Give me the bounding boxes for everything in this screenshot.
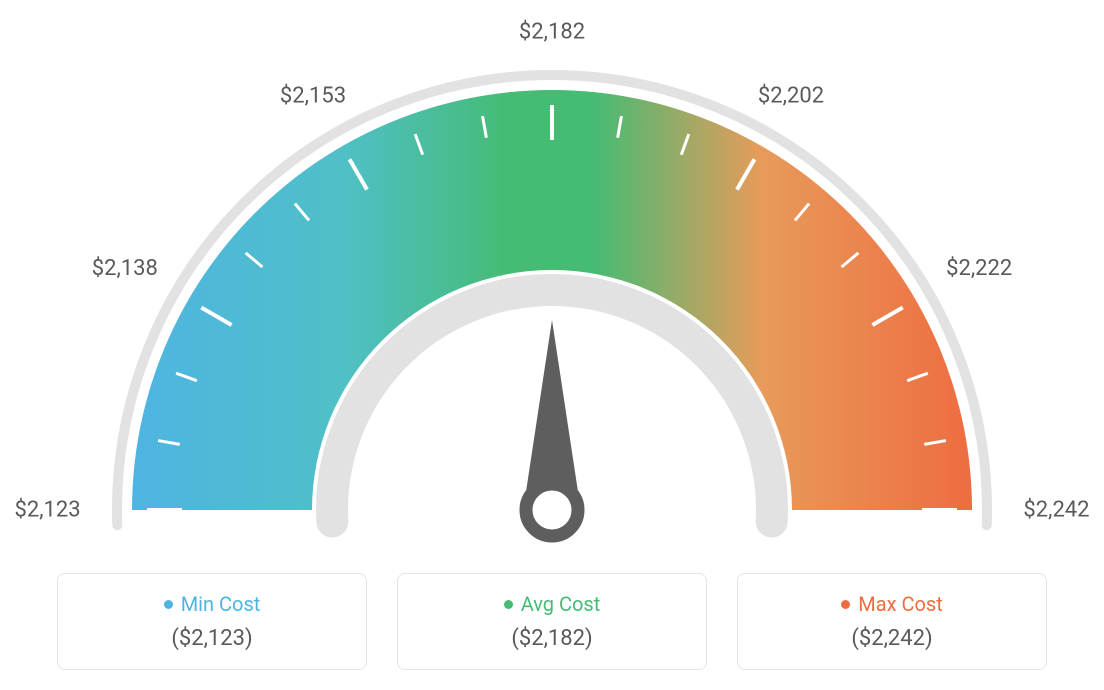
legend-title-avg: Avg Cost [504,592,601,616]
gauge-chart: $2,123$2,138$2,153$2,182$2,202$2,222$2,2… [52,20,1052,560]
dot-icon-avg [504,600,513,609]
gauge-tick-label: $2,202 [758,84,824,109]
legend-row: Min Cost ($2,123) Avg Cost ($2,182) Max … [52,573,1052,670]
legend-label-avg: Avg Cost [521,592,601,616]
gauge-svg [52,20,1052,560]
dot-icon-min [164,600,173,609]
gauge-tick-label: $2,222 [946,256,1012,281]
legend-card-min: Min Cost ($2,123) [57,573,367,670]
legend-value-max: ($2,242) [762,626,1022,651]
legend-card-max: Max Cost ($2,242) [737,573,1047,670]
legend-card-avg: Avg Cost ($2,182) [397,573,707,670]
legend-title-min: Min Cost [164,592,261,616]
legend-title-max: Max Cost [841,592,943,616]
gauge-tick-label: $2,153 [280,84,346,109]
legend-label-max: Max Cost [858,592,943,616]
gauge-tick-label: $2,242 [1023,498,1089,523]
gauge-tick-label: $2,138 [92,256,158,281]
gauge-tick-label: $2,182 [519,20,585,45]
dot-icon-max [841,600,850,609]
gauge-tick-label: $2,123 [14,498,80,523]
legend-label-min: Min Cost [181,592,261,616]
legend-value-avg: ($2,182) [422,626,682,651]
legend-value-min: ($2,123) [82,626,342,651]
